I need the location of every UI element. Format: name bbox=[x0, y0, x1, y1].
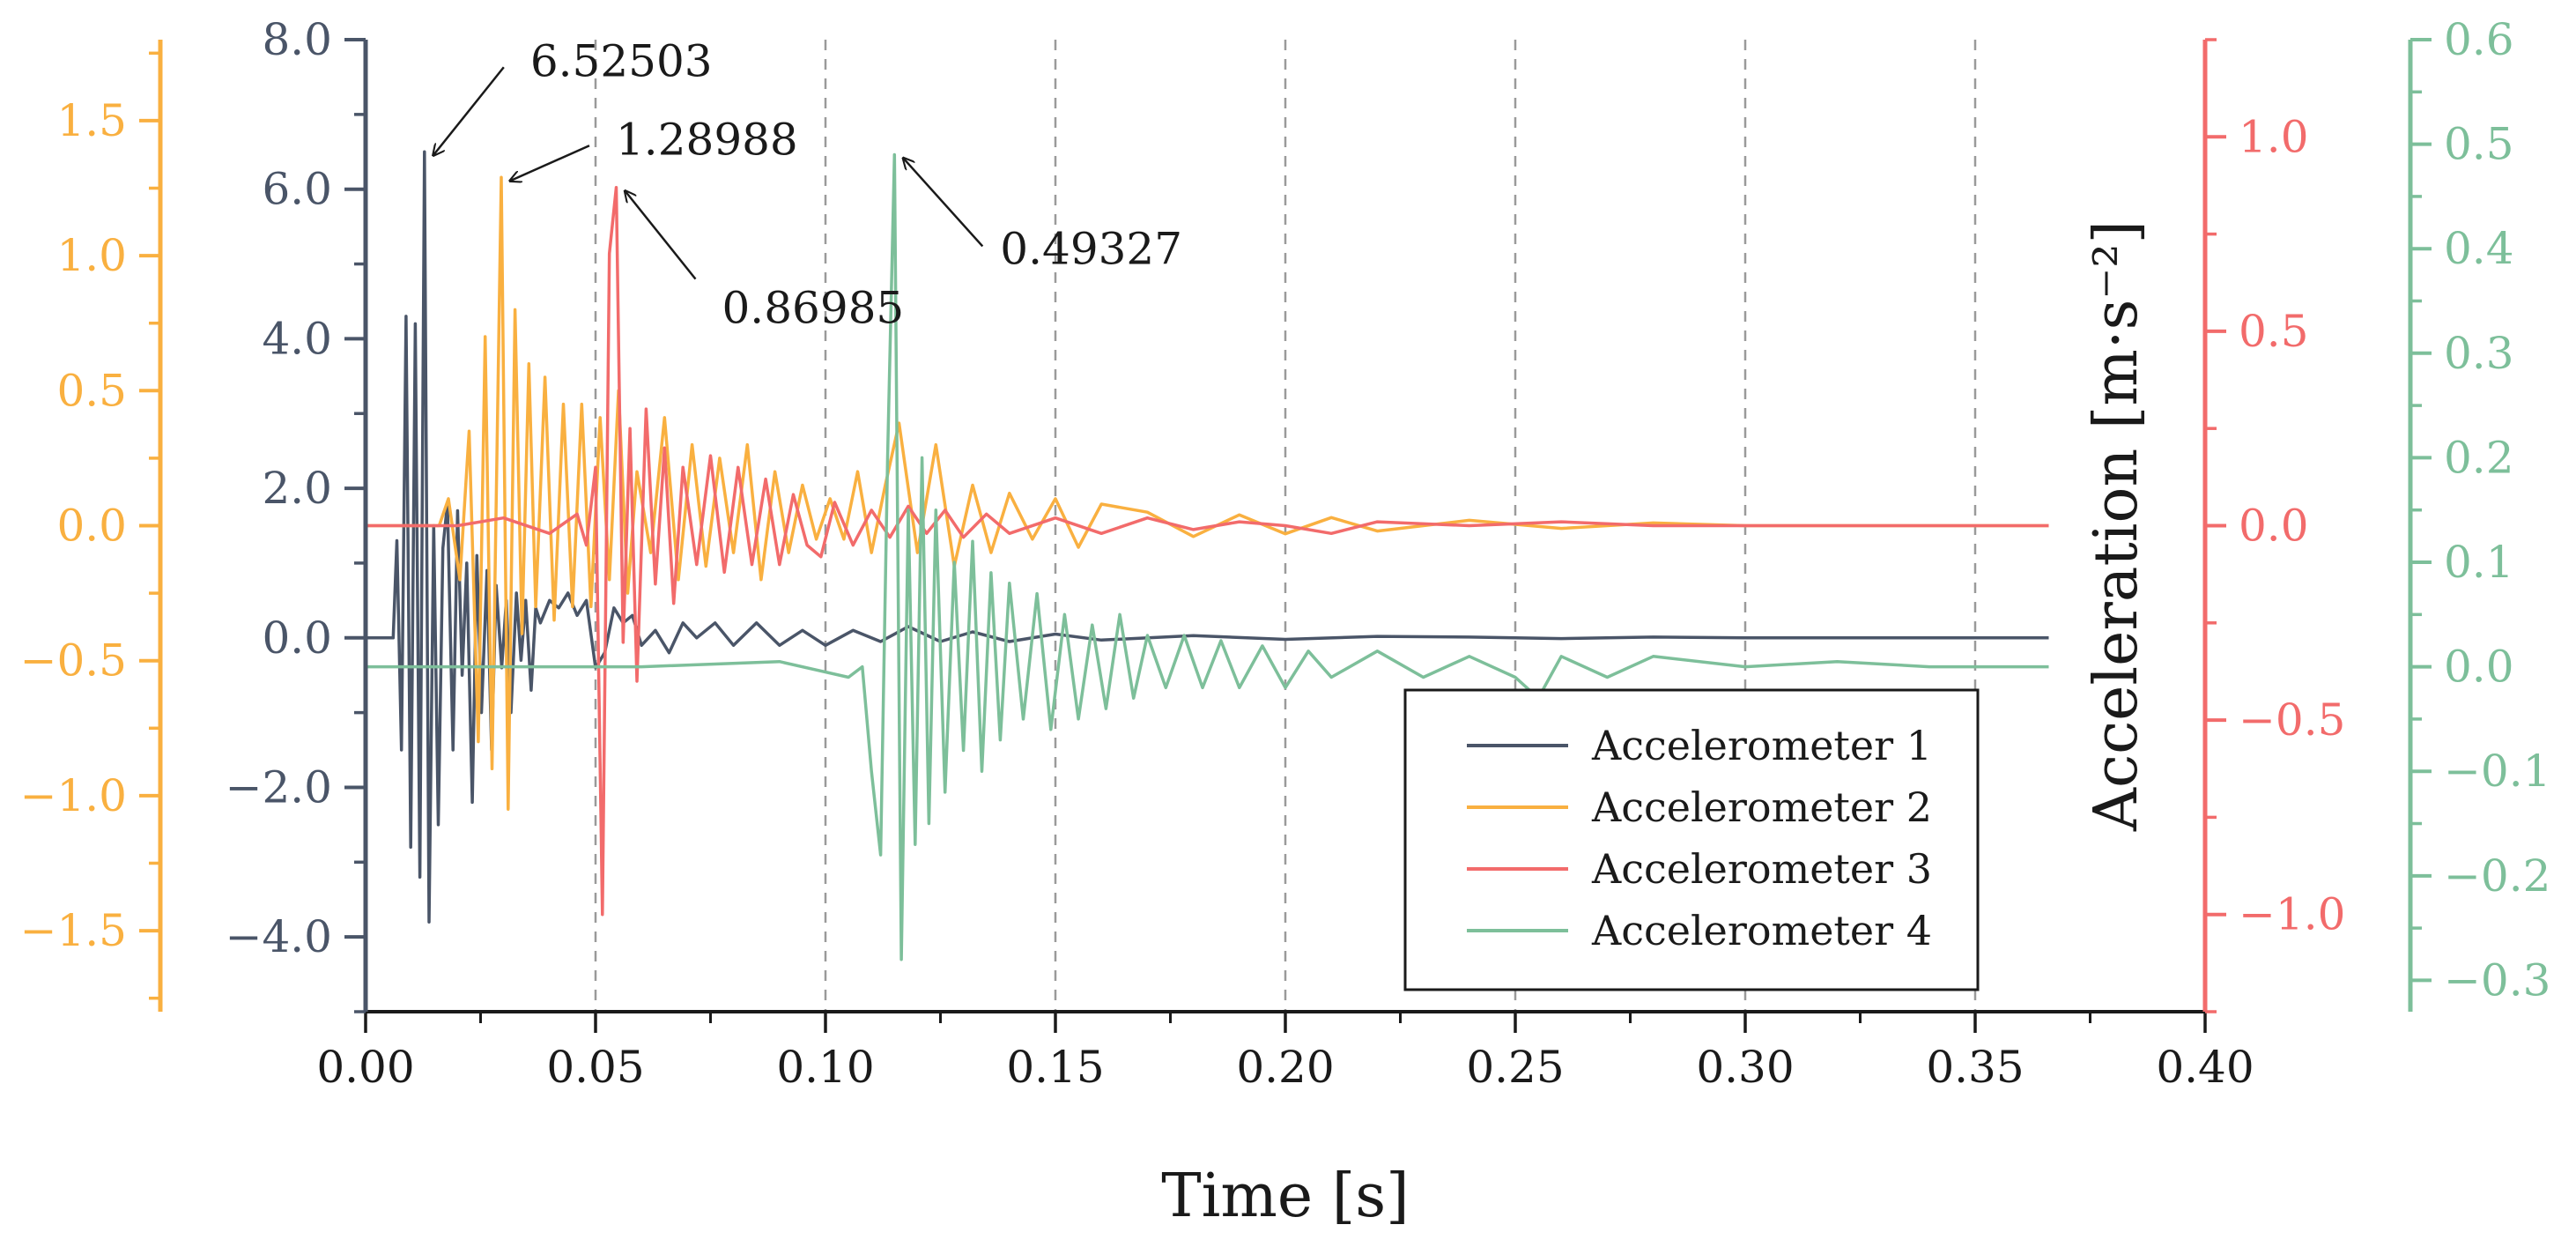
annotation-label: 0.49327 bbox=[1000, 223, 1182, 274]
y-tick-label-a4: 0.5 bbox=[2444, 119, 2514, 170]
x-axis-title: Time [s] bbox=[1161, 1162, 1409, 1231]
x-tick-label: 0.35 bbox=[1926, 1042, 2024, 1093]
y-tick-label-a1: 4.0 bbox=[262, 313, 332, 364]
annotation-arrow bbox=[433, 66, 505, 155]
y-tick-label-a4: −0.1 bbox=[2444, 746, 2550, 797]
y-tick-label-a3: 1.0 bbox=[2239, 111, 2309, 162]
y-axis-title: Acceleration [m·s⁻²] bbox=[2082, 220, 2151, 832]
x-tick-label: 0.10 bbox=[776, 1042, 874, 1093]
annotation-label: 0.86985 bbox=[722, 283, 904, 334]
x-tick-label: 0.15 bbox=[1006, 1042, 1104, 1093]
annotation-label: 1.28988 bbox=[616, 114, 798, 165]
legend-label-4: Accelerometer 4 bbox=[1591, 907, 1932, 954]
series-line-3 bbox=[366, 185, 2049, 917]
annotation-arrow bbox=[510, 145, 590, 181]
y-tick-label-a1: 2.0 bbox=[262, 463, 332, 514]
y-tick-label-a3: −0.5 bbox=[2239, 694, 2345, 746]
y-tick-label-a4: −0.3 bbox=[2444, 954, 2550, 1006]
x-tick-label: 0.40 bbox=[2156, 1042, 2254, 1093]
y-tick-label-a4: 0.0 bbox=[2444, 642, 2514, 693]
y-tick-label-a2: 0.0 bbox=[56, 501, 127, 552]
y-tick-label-a1: −4.0 bbox=[226, 911, 332, 962]
y-tick-label-a4: −0.2 bbox=[2444, 850, 2550, 902]
y-tick-label-a2: 1.0 bbox=[56, 230, 127, 281]
annotation-layer: 6.52503 1.28988 0.86985 0.49327 bbox=[433, 35, 1182, 334]
x-tick-label: 0.20 bbox=[1236, 1042, 1334, 1093]
y-tick-label-a3: 0.5 bbox=[2239, 306, 2309, 357]
x-tick-label: 0.25 bbox=[1466, 1042, 1564, 1093]
annotation-label: 6.52503 bbox=[530, 35, 713, 86]
annotation-arrow bbox=[625, 191, 697, 280]
y-tick-label-a1: 0.0 bbox=[262, 612, 332, 664]
annotation-arrow bbox=[903, 158, 984, 248]
y-tick-label-a1: 6.0 bbox=[262, 164, 332, 215]
y-tick-label-a4: 0.1 bbox=[2444, 537, 2514, 588]
y-tick-label-a3: −1.0 bbox=[2239, 889, 2345, 940]
y-tick-label-a3: 0.0 bbox=[2239, 501, 2309, 552]
y-tick-label-a1: −2.0 bbox=[226, 761, 332, 813]
y-tick-label-a4: 0.2 bbox=[2444, 432, 2514, 483]
legend-label-2: Accelerometer 2 bbox=[1591, 783, 1932, 831]
x-tick-label: 0.00 bbox=[316, 1042, 414, 1093]
y-tick-label-a2: −1.5 bbox=[20, 905, 127, 956]
y-tick-label-a2: −1.0 bbox=[20, 770, 127, 821]
y-tick-label-a2: 1.5 bbox=[56, 95, 127, 146]
x-tick-label: 0.30 bbox=[1696, 1042, 1794, 1093]
axes-layer: 0.00 0.05 0.10 0.15 0.20 0.25 0.30 0.35 0.40 8.0 6… bbox=[20, 14, 2551, 1093]
legend-box bbox=[1403, 688, 1980, 991]
y-tick-label-a2: −0.5 bbox=[20, 635, 127, 687]
legend: Accelerometer 1 Accelerometer 2 Accelerome… bbox=[1403, 688, 1980, 991]
series-layer bbox=[366, 150, 2049, 961]
y-tick-label-a4: 0.4 bbox=[2444, 223, 2514, 274]
y-tick-label-a1: 8.0 bbox=[262, 14, 332, 65]
y-tick-label-a4: 0.6 bbox=[2444, 14, 2514, 65]
legend-label-1: Accelerometer 1 bbox=[1591, 722, 1932, 769]
x-tick-label: 0.05 bbox=[546, 1042, 644, 1093]
series-line-2 bbox=[366, 175, 2049, 811]
legend-label-3: Accelerometer 3 bbox=[1591, 845, 1932, 893]
y-tick-label-a2: 0.5 bbox=[56, 365, 127, 416]
y-tick-label-a4: 0.3 bbox=[2444, 328, 2514, 379]
series-line-4 bbox=[366, 152, 2049, 961]
